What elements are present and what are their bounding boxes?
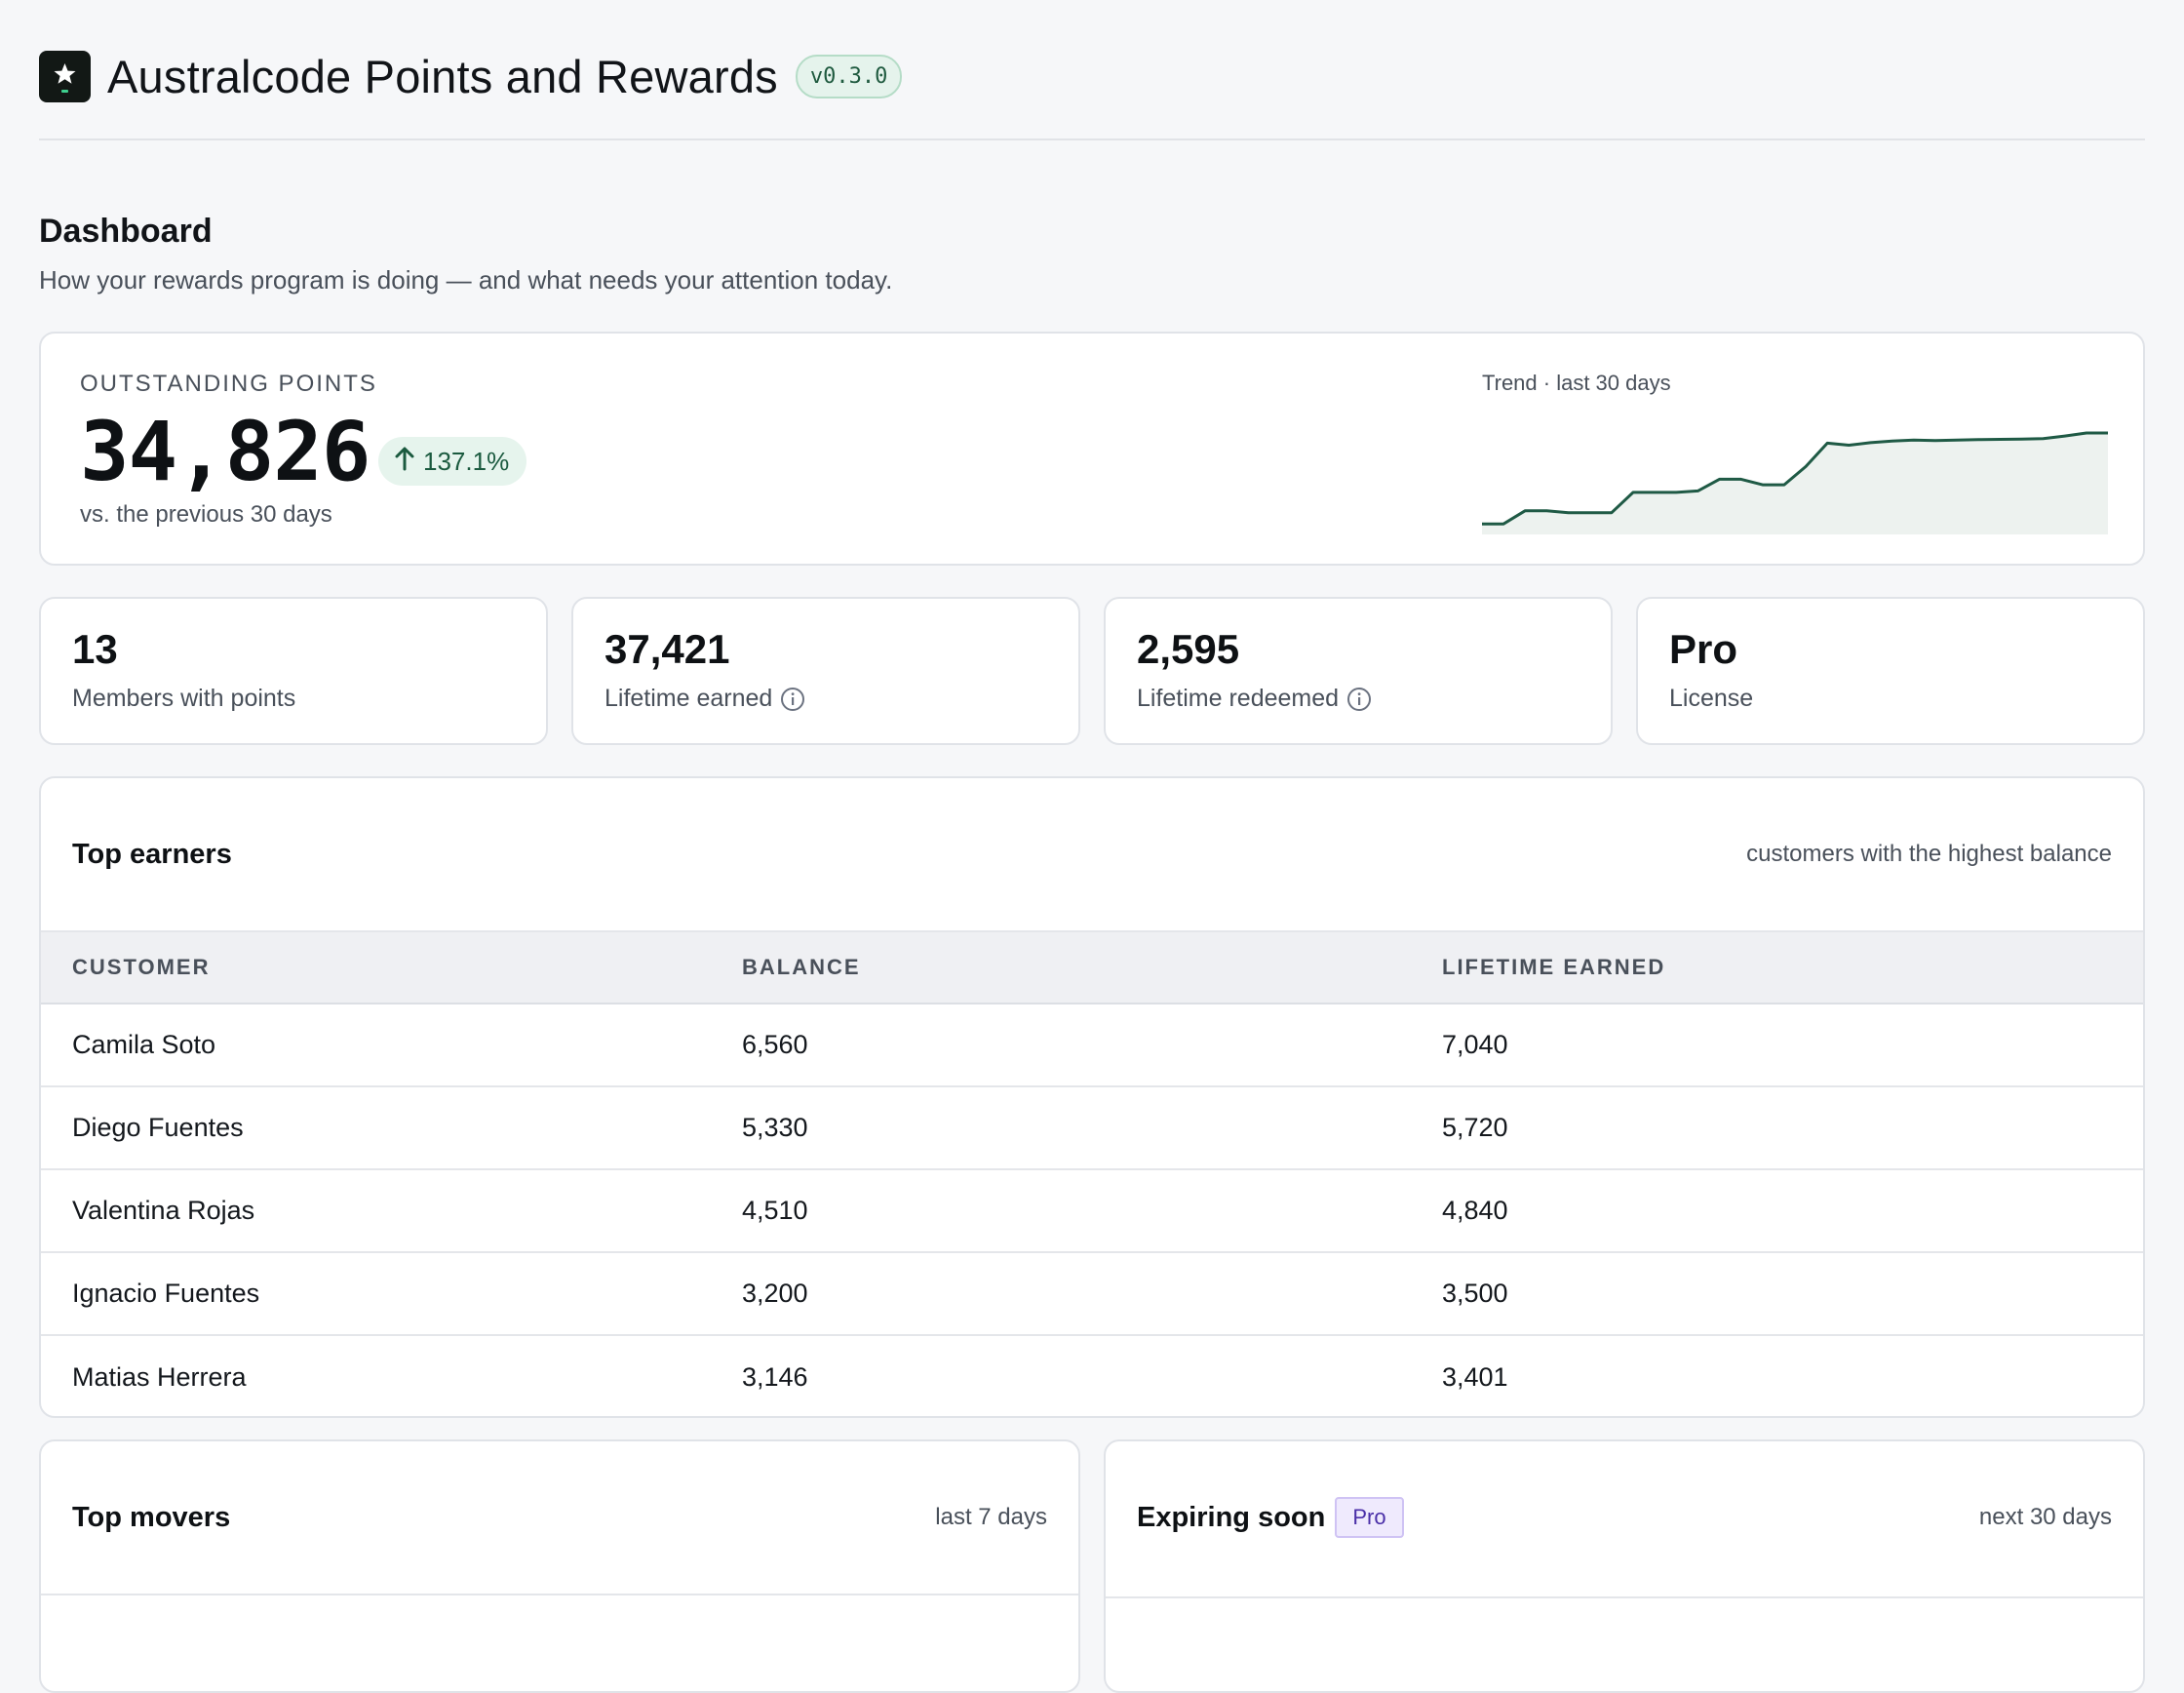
- table-row[interactable]: Ignacio Fuentes 3,200 3,500: [41, 1252, 2143, 1335]
- trend-sparkline: [1482, 408, 2108, 534]
- header-divider: [39, 138, 2145, 140]
- stat-label: Members with points: [72, 685, 295, 713]
- lifetime-earned-cell: 3,500: [1442, 1252, 2143, 1335]
- pro-badge: Pro: [1335, 1497, 1403, 1538]
- top-movers-caption: last 7 days: [935, 1504, 1047, 1531]
- customer-name: Valentina Rojas: [41, 1169, 742, 1252]
- table-row[interactable]: Camila Soto 6,560 7,040: [41, 1004, 2143, 1086]
- lifetime-earned-cell: 3,401: [1442, 1335, 2143, 1418]
- delta-value: 137.1%: [423, 447, 509, 477]
- stat-label-text: Lifetime earned: [604, 685, 772, 713]
- lifetime-earned-cell: 7,040: [1442, 1004, 2143, 1086]
- customer-name: Matias Herrera: [41, 1335, 742, 1418]
- stat-card-members: 13 Members with points: [39, 597, 548, 745]
- expiring-soon-header: Expiring soon Pro next 30 days: [1137, 1441, 2112, 1594]
- stat-card-license: Pro License: [1636, 597, 2145, 745]
- top-movers-card: Top movers last 7 days: [39, 1439, 1080, 1693]
- top-movers-header: Top movers last 7 days: [72, 1441, 1047, 1594]
- version-badge: v0.3.0: [796, 55, 902, 98]
- balance-cell: 4,510: [742, 1169, 1442, 1252]
- lifetime-earned-cell: 4,840: [1442, 1169, 2143, 1252]
- divider: [41, 1594, 1078, 1595]
- stat-label: Lifetime earned: [604, 685, 805, 713]
- stat-card-lifetime-earned: 37,421 Lifetime earned: [571, 597, 1080, 745]
- page-title: Dashboard: [39, 213, 213, 251]
- customer-name: Ignacio Fuentes: [41, 1252, 742, 1335]
- balance-cell: 3,146: [742, 1335, 1442, 1418]
- customer-name: Diego Fuentes: [41, 1086, 742, 1169]
- expiring-soon-title: Expiring soon: [1137, 1502, 1325, 1534]
- table-header-row: CUSTOMER BALANCE LIFETIME EARNED: [41, 931, 2143, 1004]
- top-earners-header: Top earners customers with the highest b…: [72, 778, 2112, 930]
- top-earners-title: Top earners: [72, 839, 232, 871]
- trend-area: [1482, 433, 2108, 534]
- app-header: Australcode Points and Rewards v0.3.0: [39, 47, 902, 105]
- top-earners-card: Top earners customers with the highest b…: [39, 776, 2145, 1418]
- stat-value: Pro: [1669, 626, 1737, 673]
- stat-label: Lifetime redeemed: [1137, 685, 1372, 713]
- expiring-soon-title-group: Expiring soon Pro: [1137, 1497, 1404, 1538]
- outstanding-points-label: OUTSTANDING POINTS: [80, 371, 377, 398]
- arrow-up-icon: [394, 446, 415, 478]
- delta-badge: 137.1%: [378, 437, 526, 486]
- table-row[interactable]: Matias Herrera 3,146 3,401: [41, 1335, 2143, 1418]
- page-subtitle: How your rewards program is doing — and …: [39, 265, 892, 295]
- customer-name: Camila Soto: [41, 1004, 742, 1086]
- stat-label-text: Members with points: [72, 685, 295, 713]
- stat-label-text: License: [1669, 685, 1753, 713]
- column-header-customer[interactable]: CUSTOMER: [41, 931, 742, 1004]
- balance-cell: 5,330: [742, 1086, 1442, 1169]
- expiring-soon-caption: next 30 days: [1979, 1504, 2112, 1531]
- stat-value: 13: [72, 626, 118, 673]
- outstanding-points-value: 34,826: [80, 404, 370, 499]
- info-icon[interactable]: [780, 687, 805, 712]
- stat-label: License: [1669, 685, 1753, 713]
- lifetime-earned-cell: 5,720: [1442, 1086, 2143, 1169]
- trend-label: Trend · last 30 days: [1482, 371, 1671, 396]
- dashboard-page: Australcode Points and Rewards v0.3.0 Da…: [39, 0, 2145, 1638]
- top-movers-title: Top movers: [72, 1502, 230, 1534]
- app-title: Australcode Points and Rewards: [107, 50, 778, 103]
- info-icon[interactable]: [1346, 687, 1372, 712]
- stat-value: 37,421: [604, 626, 729, 673]
- star-logo-icon: [39, 51, 91, 102]
- stat-label-text: Lifetime redeemed: [1137, 685, 1339, 713]
- column-header-balance[interactable]: BALANCE: [742, 931, 1442, 1004]
- table-row[interactable]: Valentina Rojas 4,510 4,840: [41, 1169, 2143, 1252]
- expiring-soon-card: Expiring soon Pro next 30 days: [1104, 1439, 2145, 1693]
- divider: [1106, 1596, 2143, 1598]
- top-earners-table: CUSTOMER BALANCE LIFETIME EARNED Camila …: [41, 930, 2143, 1418]
- column-header-lifetime-earned[interactable]: LIFETIME EARNED: [1442, 931, 2143, 1004]
- stat-value: 2,595: [1137, 626, 1239, 673]
- top-earners-caption: customers with the highest balance: [1746, 841, 2112, 868]
- balance-cell: 6,560: [742, 1004, 1442, 1086]
- stat-card-lifetime-redeemed: 2,595 Lifetime redeemed: [1104, 597, 1613, 745]
- comparison-note: vs. the previous 30 days: [80, 501, 332, 529]
- balance-cell: 3,200: [742, 1252, 1442, 1335]
- outstanding-points-card: OUTSTANDING POINTS 34,826 137.1% vs. the…: [39, 332, 2145, 566]
- table-row[interactable]: Diego Fuentes 5,330 5,720: [41, 1086, 2143, 1169]
